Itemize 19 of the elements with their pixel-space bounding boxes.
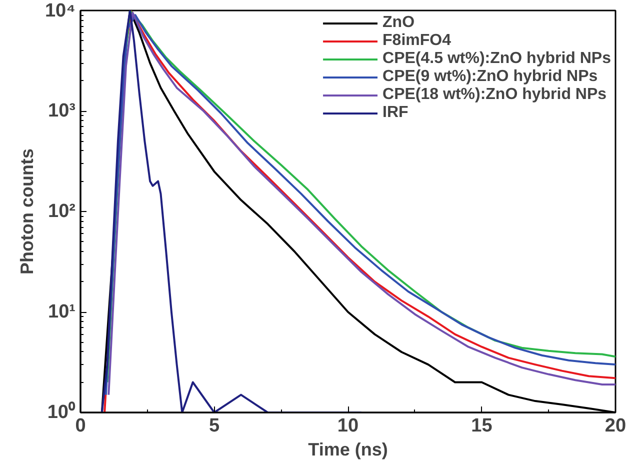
legend-label: ZnO (382, 14, 415, 32)
x-tick-label: 5 (208, 416, 220, 436)
legend-label: CPE(18 wt%):ZnO hybrid NPs (382, 86, 607, 104)
x-tick-label: 20 (604, 416, 626, 436)
line-series (100, 10, 362, 412)
y-tick-label: 10⁰ (47, 401, 76, 423)
legend-label: CPE(9 wt%):ZnO hybrid NPs (382, 68, 598, 86)
x-tick-label: 0 (75, 416, 86, 436)
y-tick-label: 10¹ (48, 302, 76, 322)
legend-label: F8imFO4 (382, 32, 451, 50)
y-tick-label: 10³ (48, 100, 76, 122)
legend-label: IRF (382, 104, 408, 122)
x-tick-label: 15 (471, 416, 493, 436)
y-axis-title: Photon counts (16, 148, 37, 274)
y-tick-label: 10⁴ (44, 0, 76, 22)
y-tick-label: 10² (48, 201, 76, 222)
x-tick-label: 10 (337, 416, 359, 436)
x-axis-title: Time (ns) (308, 440, 388, 460)
legend-label: CPE(4.5 wt%):ZnO hybrid NPs (382, 50, 611, 68)
